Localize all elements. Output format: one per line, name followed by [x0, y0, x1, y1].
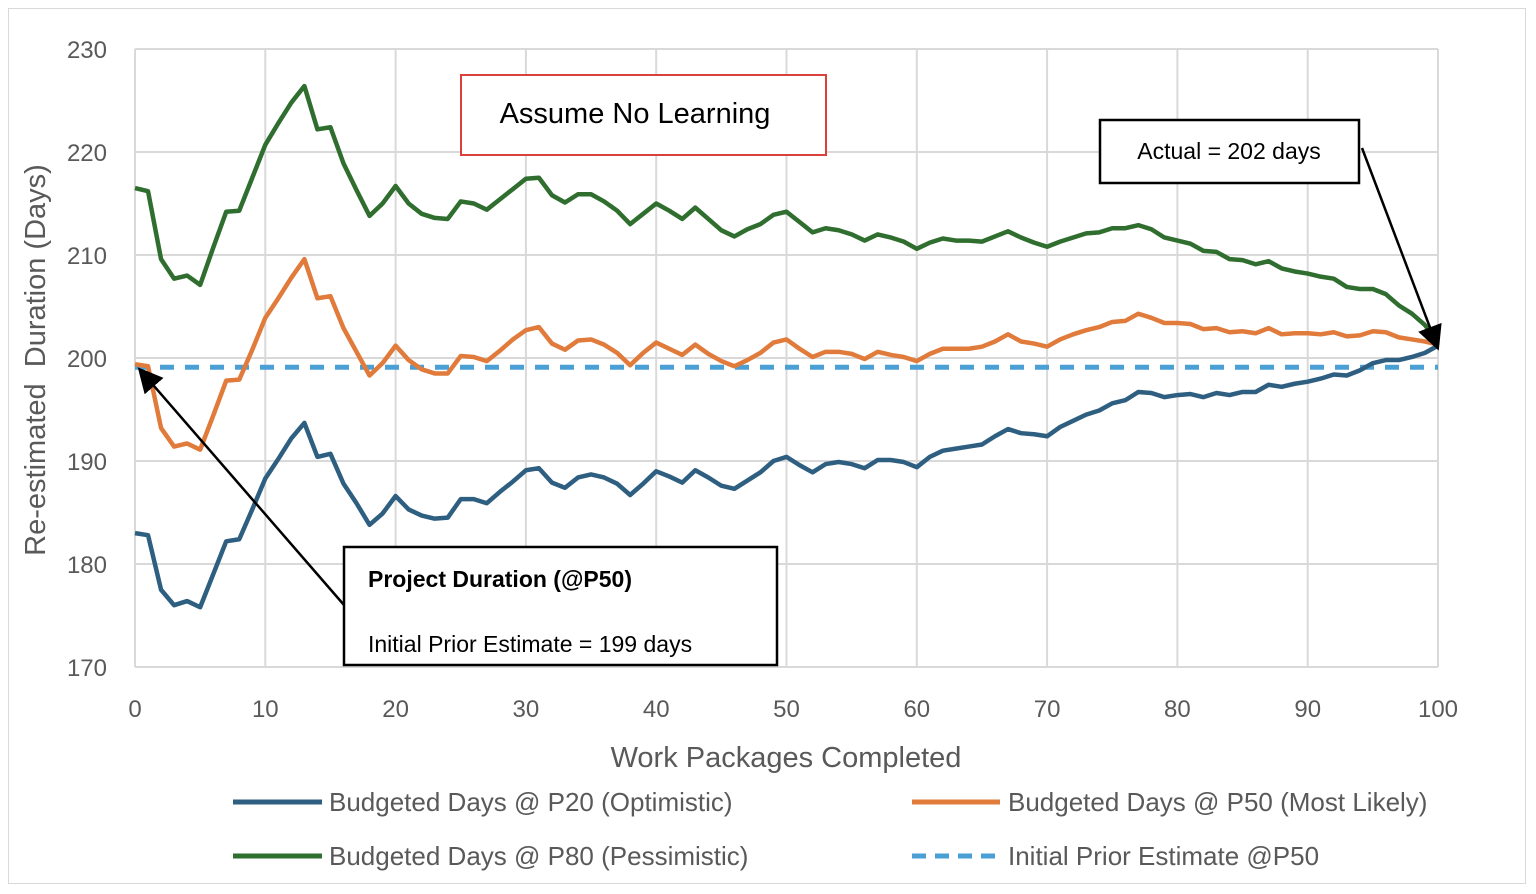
x-tick-label: 30	[513, 696, 540, 723]
scenario-box	[460, 74, 827, 156]
y-tick-label: 220	[67, 140, 107, 167]
actual-arrow	[1360, 147, 1442, 351]
x-tick-label: 70	[1034, 696, 1061, 723]
y-tick-label: 170	[67, 655, 107, 682]
legend-label-p20: Budgeted Days @ P20 (Optimistic)	[329, 787, 733, 817]
chart-frame	[8, 8, 1526, 884]
x-tick-label: 20	[382, 696, 409, 723]
x-axis-ticks: 0 10 20 30 40 50 60 70 80 90 100	[128, 696, 1458, 723]
x-tick-label: 10	[252, 696, 279, 723]
legend: Budgeted Days @ P20 (Optimistic) Budgete…	[233, 787, 1427, 871]
legend-label-p80: Budgeted Days @ P80 (Pessimistic)	[329, 841, 748, 871]
actual-box	[1098, 118, 1361, 185]
x-tick-label: 60	[903, 696, 930, 723]
scenario-label: Assume No Learning	[500, 98, 771, 130]
legend-label-prior: Initial Prior Estimate @P50	[1008, 841, 1319, 871]
prior-text: Initial Prior Estimate = 199 days	[368, 631, 692, 657]
series-line-2	[134, 83, 1440, 344]
series-line-0	[134, 343, 1440, 610]
y-tick-label: 180	[67, 552, 107, 579]
y-tick-label: 190	[67, 449, 107, 476]
x-axis-title: Work Packages Completed	[611, 742, 962, 774]
actual-label: Actual = 202 days	[1137, 138, 1320, 164]
y-tick-label: 200	[67, 346, 107, 373]
y-tick-label: 230	[67, 37, 107, 64]
prior-arrow	[137, 367, 345, 606]
x-tick-label: 40	[643, 696, 670, 723]
y-axis-ticks: 170 180 190 200 210 220 230	[67, 37, 107, 682]
series-lines	[134, 83, 1440, 610]
x-tick-label: 50	[773, 696, 800, 723]
x-tick-label: 100	[1418, 696, 1458, 723]
x-tick-label: 80	[1164, 696, 1191, 723]
x-tick-label: 90	[1294, 696, 1321, 723]
legend-label-p50: Budgeted Days @ P50 (Most Likely)	[1008, 787, 1427, 817]
prior-box	[342, 545, 779, 667]
x-tick-label: 0	[128, 696, 141, 723]
y-tick-label: 210	[67, 243, 107, 270]
prior-title: Project Duration (@P50)	[368, 566, 632, 592]
series-line-1	[134, 256, 1439, 452]
y-axis-title: Re-estimated Duration (Days)	[20, 164, 52, 556]
